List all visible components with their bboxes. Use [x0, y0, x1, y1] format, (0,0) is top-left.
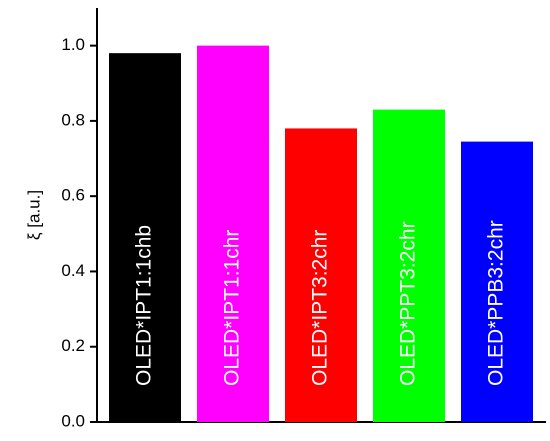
bar	[197, 45, 269, 423]
category-label: OLED*PPT3:2chr	[397, 221, 420, 386]
y-tick-label: 0.8	[61, 110, 85, 129]
y-tick-label: 0.2	[61, 336, 85, 355]
bar	[461, 141, 533, 423]
y-tick-label: 0.6	[61, 186, 85, 205]
category-label: OLED*PPB3:2chr	[485, 220, 508, 386]
y-axis-label: ξ [a.u.]	[24, 190, 43, 240]
bar	[373, 109, 445, 423]
category-label: OLED*IPT1:1chr	[221, 230, 244, 386]
bar	[109, 53, 181, 422]
category-label: OLED*IPT1:1chb	[133, 225, 156, 386]
bar	[285, 128, 357, 422]
category-label: OLED*IPT3:2chr	[309, 230, 332, 386]
y-tick-label: 1.0	[61, 35, 85, 54]
y-tick-label: 0.0	[61, 411, 85, 430]
y-tick-label: 0.4	[61, 261, 85, 280]
